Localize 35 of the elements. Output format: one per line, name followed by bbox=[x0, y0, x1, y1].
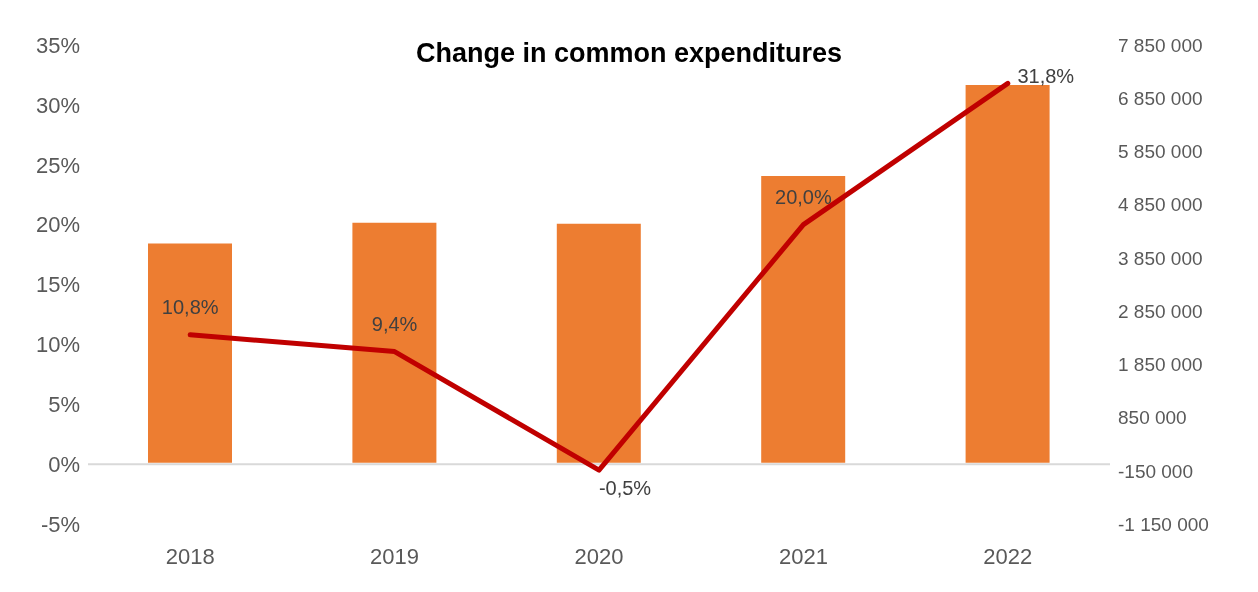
y2-tick-label: 5 850 000 bbox=[1118, 141, 1203, 163]
x-tick-label: 2019 bbox=[370, 543, 420, 569]
x-tick-label: 2022 bbox=[983, 543, 1033, 569]
y-tick-label: 30% bbox=[35, 92, 80, 118]
data-label: 10,8% bbox=[161, 296, 219, 319]
y-tick-label: 15% bbox=[35, 272, 80, 298]
x-tick-label: 2018 bbox=[165, 543, 215, 569]
y-tick-label: 10% bbox=[35, 332, 80, 358]
x-tick-label: 2020 bbox=[574, 543, 624, 569]
y2-tick-label: 2 850 000 bbox=[1118, 300, 1203, 322]
y-tick-label: 0% bbox=[48, 451, 80, 477]
y2-tick-label: 3 850 000 bbox=[1118, 247, 1203, 269]
y2-tick-label: 6 850 000 bbox=[1118, 87, 1203, 109]
bar bbox=[556, 223, 641, 463]
data-label: 9,4% bbox=[371, 312, 418, 335]
y2-tick-label: 4 850 000 bbox=[1118, 194, 1203, 216]
bar bbox=[761, 175, 846, 463]
data-label: 20,0% bbox=[775, 185, 832, 208]
data-label: -0,5% bbox=[598, 477, 652, 500]
y-tick-label: 35% bbox=[35, 32, 80, 58]
y-tick-label: 5% bbox=[48, 392, 80, 418]
y-tick-label: 20% bbox=[35, 212, 80, 238]
y-tick-label: 25% bbox=[35, 152, 80, 178]
y2-tick-label: 7 850 000 bbox=[1118, 34, 1203, 56]
data-label: 31,8% bbox=[1017, 64, 1075, 87]
bar bbox=[352, 222, 437, 463]
y2-tick-label: -150 000 bbox=[1118, 460, 1194, 482]
chart-title: Change in common expenditures bbox=[415, 38, 843, 68]
y2-tick-label: -1 150 000 bbox=[1118, 513, 1209, 535]
y2-tick-label: 850 000 bbox=[1118, 407, 1187, 429]
bar bbox=[148, 243, 232, 463]
x-tick-label: 2021 bbox=[778, 543, 828, 569]
y-tick-label: -5% bbox=[40, 511, 80, 537]
y2-tick-label: 1 850 000 bbox=[1118, 354, 1203, 376]
bar bbox=[965, 84, 1050, 463]
